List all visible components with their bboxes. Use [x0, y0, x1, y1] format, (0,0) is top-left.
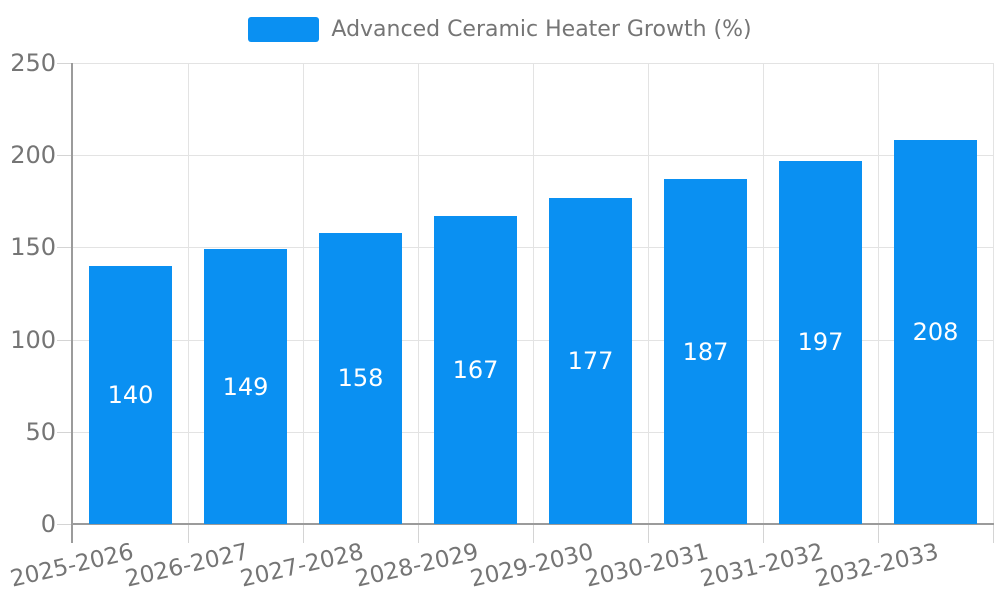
x-axis-tick-label: 2025-2026 [8, 539, 137, 593]
x-axis-line [71, 523, 994, 525]
bar-value-label: 167 [452, 356, 499, 385]
x-gridline [418, 63, 419, 524]
legend-swatch [248, 17, 320, 42]
y-axis-tick [57, 340, 73, 341]
y-axis-tick [57, 63, 73, 64]
x-axis-tick-label: 2031-2032 [698, 539, 827, 593]
bar-value-label: 187 [682, 337, 729, 366]
bar-2030-2031[interactable] [664, 179, 747, 524]
y-axis-line [71, 63, 73, 543]
x-gridline [878, 63, 879, 524]
bar-2027-2028[interactable] [319, 232, 402, 524]
bar-value-label: 140 [107, 380, 154, 409]
y-axis-tick [57, 432, 73, 433]
bar-2028-2029[interactable] [434, 216, 517, 524]
legend-item[interactable]: Advanced Ceramic Heater Growth (%) [0, 17, 1000, 42]
y-axis-tick [57, 524, 73, 525]
x-axis-tick-label: 2027-2028 [238, 539, 367, 593]
y-axis-tick-label: 200 [10, 141, 56, 169]
bar-2029-2030[interactable] [549, 197, 632, 524]
x-axis-tick [878, 524, 879, 543]
bar-value-label: 177 [567, 346, 614, 375]
bar-value-label: 197 [797, 328, 844, 357]
bar-value-label: 149 [222, 372, 269, 401]
x-axis-tick [648, 524, 649, 543]
y-axis-tick-label: 0 [40, 510, 56, 538]
x-axis-tick [533, 524, 534, 543]
bar-2031-2032[interactable] [779, 160, 862, 524]
y-axis-tick-label: 50 [25, 418, 56, 446]
x-axis-tick [763, 524, 764, 543]
x-gridline [763, 63, 764, 524]
bar-value-label: 158 [337, 364, 384, 393]
x-axis-tick [418, 524, 419, 543]
x-axis-tick-label: 2029-2030 [468, 539, 597, 593]
x-gridline [648, 63, 649, 524]
x-axis-tick-label: 2026-2027 [123, 539, 252, 593]
y-axis-tick-label: 150 [10, 233, 56, 261]
x-axis-tick [303, 524, 304, 543]
x-axis-tick [188, 524, 189, 543]
x-gridline [533, 63, 534, 524]
x-gridline [188, 63, 189, 524]
x-gridline [993, 63, 994, 524]
x-axis-tick [993, 524, 994, 543]
bar-value-label: 208 [912, 318, 959, 347]
bar-2025-2026[interactable] [89, 265, 172, 524]
legend-label: Advanced Ceramic Heater Growth (%) [331, 17, 752, 42]
bar-2032-2033[interactable] [894, 140, 977, 524]
y-axis-tick-label: 250 [10, 49, 56, 77]
y-axis-tick-label: 100 [10, 326, 56, 354]
x-axis-tick-label: 2032-2033 [813, 539, 942, 593]
bar-2026-2027[interactable] [204, 249, 287, 524]
x-axis-tick-label: 2028-2029 [353, 539, 482, 593]
y-axis-tick [57, 247, 73, 248]
x-axis-tick-label: 2030-2031 [583, 539, 712, 593]
y-axis-tick [57, 155, 73, 156]
x-gridline [303, 63, 304, 524]
